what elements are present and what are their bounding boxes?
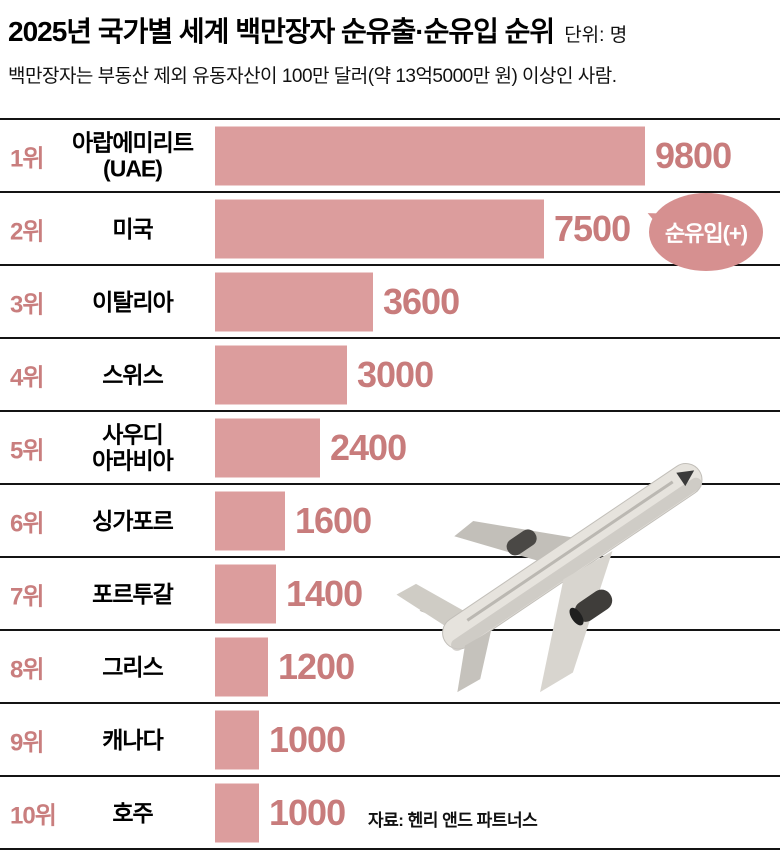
value-label: 9800 bbox=[655, 134, 732, 176]
value-label: 1200 bbox=[278, 645, 355, 687]
source-credit: 자료: 헨리 앤드 파트너스 bbox=[368, 811, 538, 830]
rank-label: 8위 bbox=[10, 656, 44, 683]
page-title: 2025년 국가별 세계 백만장자 순유출·순유입 순위 bbox=[8, 16, 555, 47]
chart-subtitle: 백만장자는 부동산 제외 유동자산이 100만 달러(약 13억5000만 원)… bbox=[8, 66, 617, 87]
net-inflow-callout: 순유입(+) bbox=[649, 193, 763, 271]
rank-label: 4위 bbox=[10, 364, 44, 391]
bar bbox=[215, 199, 544, 258]
value-label: 3600 bbox=[383, 280, 460, 322]
table-row: 8위 그리스 1200 bbox=[0, 629, 780, 702]
value-label: 3000 bbox=[357, 353, 434, 395]
bar bbox=[215, 345, 347, 404]
chart-header: 2025년 국가별 세계 백만장자 순유출·순유입 순위 단위: 명 백만장자는 … bbox=[0, 0, 780, 88]
unit-label: 단위: 명 bbox=[564, 25, 628, 46]
value-label: 2400 bbox=[330, 426, 407, 468]
bar bbox=[215, 126, 645, 185]
bar bbox=[215, 491, 285, 550]
bar bbox=[215, 637, 268, 696]
rank-label: 2위 bbox=[10, 218, 44, 245]
table-row: 2위 미국 7500 bbox=[0, 191, 780, 264]
country-label: 아랍에미리트 (UAE) bbox=[72, 129, 194, 182]
bar-chart: 1위 아랍에미리트 (UAE) 9800 2위 미국 7500 3위 이탈리아 … bbox=[0, 118, 780, 850]
table-row: 10위 호주 1000 bbox=[0, 775, 780, 848]
table-row: 7위 포르투갈 1400 bbox=[0, 556, 780, 629]
table-row: 6위 싱가포르 1600 bbox=[0, 483, 780, 556]
country-label: 싱가포르 bbox=[92, 507, 174, 534]
bar bbox=[215, 783, 259, 842]
rank-label: 3위 bbox=[10, 291, 44, 318]
table-row: 3위 이탈리아 3600 bbox=[0, 264, 780, 337]
country-label: 포르투갈 bbox=[92, 580, 174, 607]
country-label: 스위스 bbox=[102, 361, 163, 388]
table-row: 9위 캐나다 1000 bbox=[0, 702, 780, 775]
bar bbox=[215, 564, 276, 623]
country-label: 이탈리아 bbox=[92, 288, 174, 315]
rank-label: 6위 bbox=[10, 510, 44, 537]
value-label: 1000 bbox=[269, 718, 346, 760]
rank-label: 9위 bbox=[10, 729, 44, 756]
country-label: 캐나다 bbox=[102, 726, 163, 753]
value-label: 7500 bbox=[554, 207, 631, 249]
bar bbox=[215, 418, 320, 477]
bar bbox=[215, 272, 373, 331]
country-label: 미국 bbox=[112, 215, 153, 242]
country-label: 그리스 bbox=[102, 653, 163, 680]
rank-label: 1위 bbox=[10, 145, 44, 172]
net-inflow-callout-label: 순유입(+) bbox=[664, 221, 748, 246]
table-row: 1위 아랍에미리트 (UAE) 9800 bbox=[0, 118, 780, 191]
value-label: 1000 bbox=[269, 791, 346, 833]
value-label: 1400 bbox=[286, 572, 363, 614]
country-label: 호주 bbox=[112, 799, 153, 826]
rank-label: 5위 bbox=[10, 437, 44, 464]
rank-label: 10위 bbox=[10, 802, 57, 829]
table-row: 4위 스위스 3000 bbox=[0, 337, 780, 410]
bar bbox=[215, 710, 259, 769]
value-label: 1600 bbox=[295, 499, 372, 541]
table-row: 5위 사우디 아라비아 2400 bbox=[0, 410, 780, 483]
country-label: 사우디 아라비아 bbox=[92, 421, 174, 474]
rank-label: 7위 bbox=[10, 583, 44, 610]
